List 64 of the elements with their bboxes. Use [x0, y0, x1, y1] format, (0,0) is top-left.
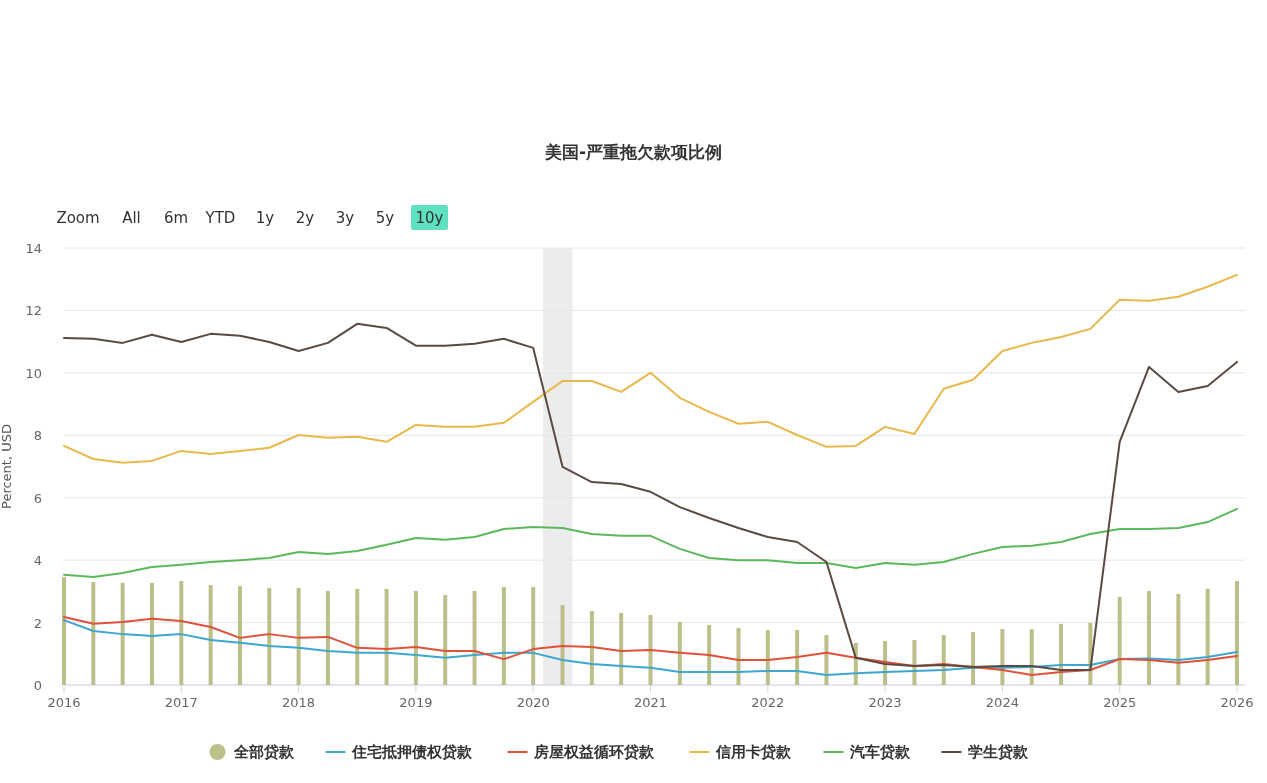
- bar: [443, 595, 448, 685]
- x-tick-label: 2022: [751, 695, 785, 710]
- bar: [707, 625, 712, 685]
- x-tick-label: 2026: [1220, 695, 1254, 710]
- y-tick-label: 12: [25, 303, 42, 319]
- bar: [531, 586, 536, 685]
- bar: [296, 587, 301, 685]
- bar: [472, 591, 477, 685]
- bar: [91, 581, 96, 685]
- legend-label: 房屋权益循环贷款: [532, 743, 655, 761]
- x-tick-label: 2024: [985, 695, 1019, 710]
- bar: [1205, 588, 1210, 685]
- y-tick-label: 14: [25, 241, 42, 256]
- bar: [1000, 629, 1005, 685]
- legend-label: 信用卡贷款: [714, 743, 792, 761]
- bar: [971, 631, 976, 685]
- y-tick-label: 4: [33, 553, 42, 569]
- x-tick-label: 2016: [47, 695, 81, 710]
- y-tick-label: 10: [25, 365, 42, 381]
- y-tick-label: 8: [33, 428, 42, 444]
- bar: [325, 591, 330, 685]
- bar: [619, 612, 624, 685]
- x-tick-label: 2021: [633, 695, 668, 710]
- bar: [589, 611, 594, 685]
- bar: [912, 640, 917, 685]
- bar: [1235, 581, 1239, 685]
- legend-label: 住宅抵押债权贷款: [350, 743, 473, 761]
- x-tick-label: 2017: [164, 695, 198, 710]
- bar: [1117, 596, 1122, 685]
- bar: [355, 588, 360, 685]
- bar: [1029, 629, 1034, 685]
- x-tick-label: 2018: [282, 695, 316, 710]
- y-axis-title: Percent, USD: [0, 424, 14, 509]
- bar: [120, 582, 125, 685]
- bar: [795, 630, 800, 685]
- x-tick-label: 2025: [1103, 695, 1137, 710]
- legend-label: 全部贷款: [232, 743, 295, 761]
- legend-label: 汽车贷款: [848, 743, 911, 761]
- bar: [1176, 593, 1181, 685]
- bar: [560, 605, 565, 685]
- bar: [208, 585, 213, 685]
- x-tick-label: 2023: [868, 695, 902, 710]
- bar: [824, 635, 829, 685]
- x-tick-label: 2019: [399, 695, 433, 710]
- bar: [267, 587, 272, 685]
- x-tick-label: 2020: [516, 695, 550, 710]
- bar: [765, 630, 770, 685]
- y-tick-label: 0: [33, 678, 42, 693]
- y-tick-label: 2: [33, 615, 42, 631]
- bar: [179, 581, 184, 685]
- bar: [501, 586, 506, 685]
- bar: [1147, 591, 1152, 685]
- bar: [1059, 623, 1064, 685]
- bar: [736, 627, 741, 685]
- bar: [237, 586, 242, 685]
- y-tick-label: 6: [33, 490, 42, 506]
- bar: [384, 588, 389, 685]
- bar: [149, 582, 154, 685]
- bar: [648, 615, 653, 685]
- legend-label: 学生贷款: [967, 743, 1029, 761]
- bar: [62, 577, 66, 685]
- chart-title: 美国-严重拖欠款项比例: [543, 142, 723, 162]
- bar: [677, 621, 682, 685]
- bar: [413, 591, 418, 685]
